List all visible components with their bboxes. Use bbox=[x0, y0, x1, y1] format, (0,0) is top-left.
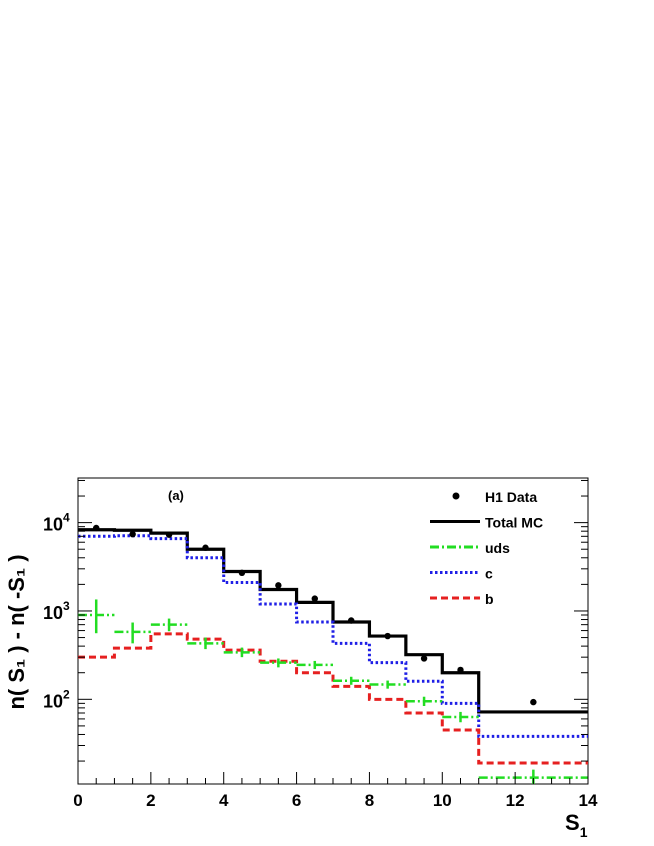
x-axis-label-main: S bbox=[565, 810, 580, 835]
data-point-marker bbox=[165, 531, 173, 538]
data-point-marker bbox=[348, 617, 355, 624]
y-axis-label: n( S₁ ) - n( -S₁ ) bbox=[4, 554, 29, 709]
data-point-marker bbox=[420, 655, 428, 662]
svg-text:S1: S1 bbox=[565, 810, 588, 840]
legend-item-b: b bbox=[430, 591, 494, 607]
data-point-marker bbox=[311, 595, 318, 602]
data-point bbox=[202, 544, 209, 551]
uds-point bbox=[296, 660, 333, 670]
series-line-total-mc bbox=[78, 528, 588, 714]
legend-item-c: c bbox=[430, 566, 493, 582]
data-point bbox=[238, 569, 246, 577]
data-point bbox=[457, 666, 464, 674]
data-point-marker bbox=[129, 530, 136, 538]
data-point bbox=[129, 530, 136, 538]
legend-item-h1-data: H1 Data bbox=[452, 489, 537, 505]
legend-marker bbox=[452, 492, 460, 500]
data-point-marker bbox=[384, 632, 391, 640]
data-point bbox=[93, 524, 100, 532]
data-point bbox=[384, 632, 391, 640]
uds-point bbox=[405, 696, 443, 707]
data-point bbox=[530, 698, 537, 706]
y-tick-label: 103 bbox=[43, 599, 70, 623]
data-point bbox=[311, 595, 318, 602]
panel-annotation: (a) bbox=[168, 488, 184, 503]
legend-item-total-mc: Total MC bbox=[430, 515, 543, 531]
uds-point bbox=[187, 637, 224, 650]
series-line-c bbox=[78, 534, 588, 738]
x-tick-label: 2 bbox=[146, 791, 155, 810]
uds-point bbox=[223, 647, 261, 658]
data-point-marker bbox=[238, 569, 246, 577]
x-tick-label: 12 bbox=[506, 791, 525, 810]
x-tick-label: 0 bbox=[73, 791, 82, 810]
uds-point bbox=[260, 658, 297, 668]
uds-point bbox=[78, 599, 115, 634]
legend-label: c bbox=[485, 566, 493, 582]
data-point bbox=[275, 582, 282, 589]
x-tick-label: 6 bbox=[292, 791, 301, 810]
x-tick-label: 8 bbox=[365, 791, 374, 810]
legend-label: H1 Data bbox=[485, 489, 537, 505]
legend-label: b bbox=[485, 591, 494, 607]
x-tick-label: 14 bbox=[579, 791, 598, 810]
uds-point bbox=[150, 618, 188, 632]
x-tick-label: 10 bbox=[433, 791, 452, 810]
y-tick-label: 102 bbox=[43, 687, 70, 711]
x-axis-label: S1 bbox=[565, 810, 588, 840]
y-tick-label: 104 bbox=[43, 511, 70, 535]
data-point-marker bbox=[530, 698, 537, 706]
data-point-marker bbox=[93, 524, 100, 532]
x-axis-label-sub: 1 bbox=[580, 824, 588, 840]
series-line-b bbox=[78, 632, 588, 765]
data-point bbox=[165, 531, 173, 538]
uds-point bbox=[369, 680, 406, 689]
uds-point bbox=[442, 711, 479, 723]
data-point-marker bbox=[202, 544, 209, 551]
legend-label: uds bbox=[485, 540, 510, 556]
uds-point bbox=[114, 622, 151, 644]
data-point bbox=[348, 617, 355, 624]
legend-item-uds: uds bbox=[430, 540, 510, 556]
x-tick-label: 4 bbox=[219, 791, 229, 810]
data-point-marker bbox=[275, 582, 282, 589]
legend-label: Total MC bbox=[485, 515, 543, 531]
uds-point bbox=[333, 676, 370, 685]
data-point bbox=[420, 655, 428, 662]
data-point-marker bbox=[457, 666, 464, 674]
